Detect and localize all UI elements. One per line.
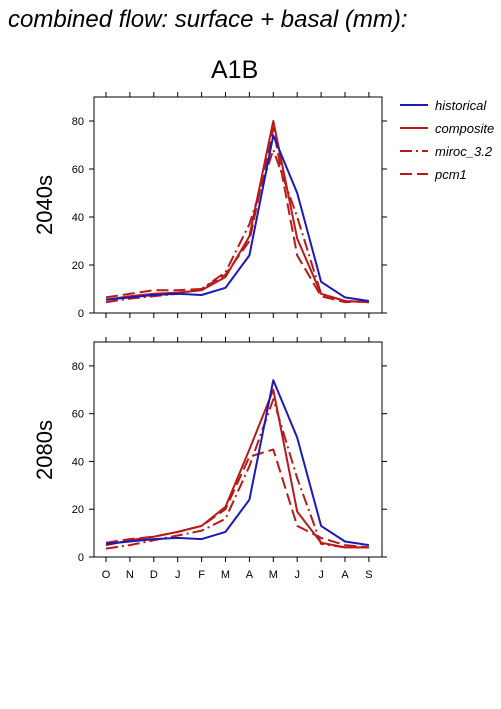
plot-frame-2080s — [93, 341, 383, 558]
legend-label-miroc-3-2: miroc_3.2 — [435, 144, 493, 159]
legend-label-composite: composite — [435, 121, 494, 136]
y-tick-label: 20 — [72, 260, 84, 272]
y-tick-label: 0 — [78, 308, 84, 320]
y-tick-label: 40 — [72, 212, 84, 224]
series-line-historical-2080s — [105, 379, 370, 547]
x-tick-label: M — [269, 569, 278, 581]
legend-label-historical: historical — [435, 98, 487, 113]
y-tick-label: 60 — [72, 409, 84, 421]
y-tick-label: 0 — [78, 552, 84, 564]
y-tick-label: 80 — [72, 361, 84, 373]
y-tick-label: 60 — [72, 164, 84, 176]
plot-frame-2040s — [93, 96, 383, 314]
x-tick-label: F — [198, 569, 205, 581]
panel-label-2080s: 2080s — [32, 420, 57, 480]
x-tick-label: N — [126, 569, 134, 581]
series-line-pcm1-2040s — [105, 127, 369, 304]
x-tick-label: J — [318, 569, 324, 581]
x-tick-label: J — [294, 569, 300, 581]
x-tick-label: O — [102, 569, 111, 581]
x-tick-label: M — [221, 569, 230, 581]
series-line-miroc-3-2-2040s — [105, 148, 369, 304]
y-tick-label: 20 — [72, 504, 84, 516]
x-tick-label: S — [365, 569, 372, 581]
x-tick-label: D — [150, 569, 158, 581]
y-tick-label: 40 — [72, 456, 84, 468]
series-line-historical-2040s — [105, 134, 370, 302]
panel-label-2040s: 2040s — [32, 175, 57, 235]
series-line-miroc-3-2-2080s — [105, 398, 369, 550]
legend-label-pcm1: pcm1 — [434, 167, 467, 182]
y-tick-label: 80 — [72, 116, 84, 128]
series-line-composite-2040s — [105, 120, 369, 304]
x-tick-label: A — [246, 569, 254, 581]
x-tick-label: J — [175, 569, 181, 581]
series-line-pcm1-2080s — [105, 448, 369, 549]
series-line-composite-2080s — [105, 388, 369, 549]
page-title: combined flow: surface + basal (mm): — [8, 6, 408, 33]
scenario-title: A1B — [211, 56, 259, 84]
x-tick-label: A — [341, 569, 349, 581]
